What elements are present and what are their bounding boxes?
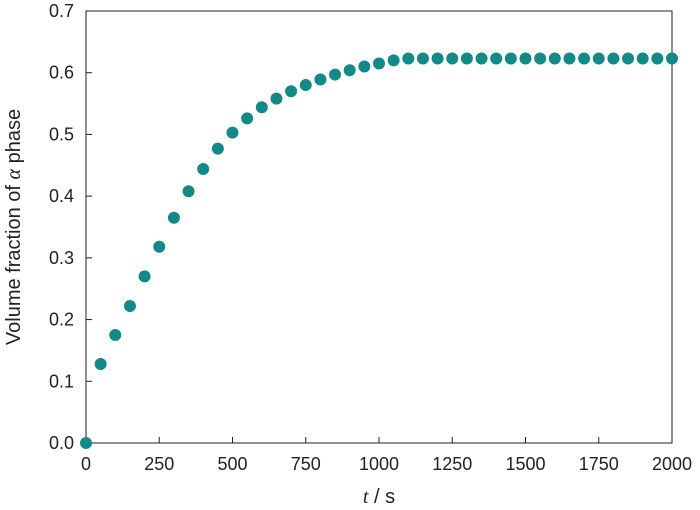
data-point [534,52,547,65]
x-axis-title: t / s [363,486,395,508]
data-point [255,101,268,114]
x-tick-label: 1000 [359,454,399,474]
y-axis-title: Volume fraction of α phase [3,109,25,345]
data-point [343,64,356,77]
data-point [504,52,517,65]
data-point [285,85,298,98]
data-point [138,270,151,283]
x-tick-label: 500 [217,454,247,474]
x-tick-label: 2000 [652,454,692,474]
y-tick-label: 0.3 [49,248,74,268]
x-axis-title-unit: / s [368,486,395,508]
data-point [460,52,473,65]
data-point [666,52,678,65]
x-tick-label: 250 [144,454,174,474]
y-axis-title-symbol: α [3,168,25,179]
data-point [387,54,400,67]
data-point [578,52,591,65]
data-point [167,211,180,224]
y-axis-title-prefix: Volume fraction of [3,179,25,345]
x-tick-label: 750 [291,454,321,474]
data-point [329,68,342,81]
data-point [211,142,224,155]
data-point [402,52,415,65]
data-point [651,52,664,65]
data-point [607,52,620,65]
data-point [241,112,254,125]
y-axis-title-suffix: phase [3,109,25,169]
data-point [592,52,605,65]
data-point [109,329,122,341]
data-point [548,52,561,65]
data-point [182,185,195,198]
y-tick-label: 0.5 [49,124,74,144]
data-point [314,73,327,86]
data-point [270,92,283,105]
data-point [475,52,488,65]
x-tick-label: 0 [81,454,91,474]
data-point [416,52,429,65]
data-point [197,162,210,175]
data-point [358,60,371,73]
data-point [563,52,576,65]
y-tick-label: 0.1 [49,371,74,391]
data-point [94,358,107,371]
x-axis-ticks: 0 250 500 750 1000 1250 1500 1750 2000 [81,437,692,474]
data-point [622,52,635,65]
x-tick-label: 1500 [505,454,545,474]
data-points [80,52,678,449]
x-tick-label: 1750 [579,454,619,474]
data-point [226,126,239,139]
y-tick-label: 0.4 [49,186,74,206]
data-point [123,299,136,312]
x-axis-title-variable: t [363,486,369,508]
data-point [519,52,532,65]
data-point [446,52,459,65]
data-point [299,79,312,92]
data-point [636,52,649,65]
data-point [80,437,92,449]
x-tick-label: 1250 [432,454,472,474]
data-point [431,52,444,65]
y-tick-label: 0.0 [49,433,74,453]
y-tick-label: 0.7 [49,1,74,21]
data-point [153,240,166,253]
y-tick-label: 0.2 [49,310,74,330]
plot-area-frame [85,10,673,444]
data-point [490,52,503,65]
data-point [373,57,385,70]
y-tick-label: 0.6 [49,63,74,83]
